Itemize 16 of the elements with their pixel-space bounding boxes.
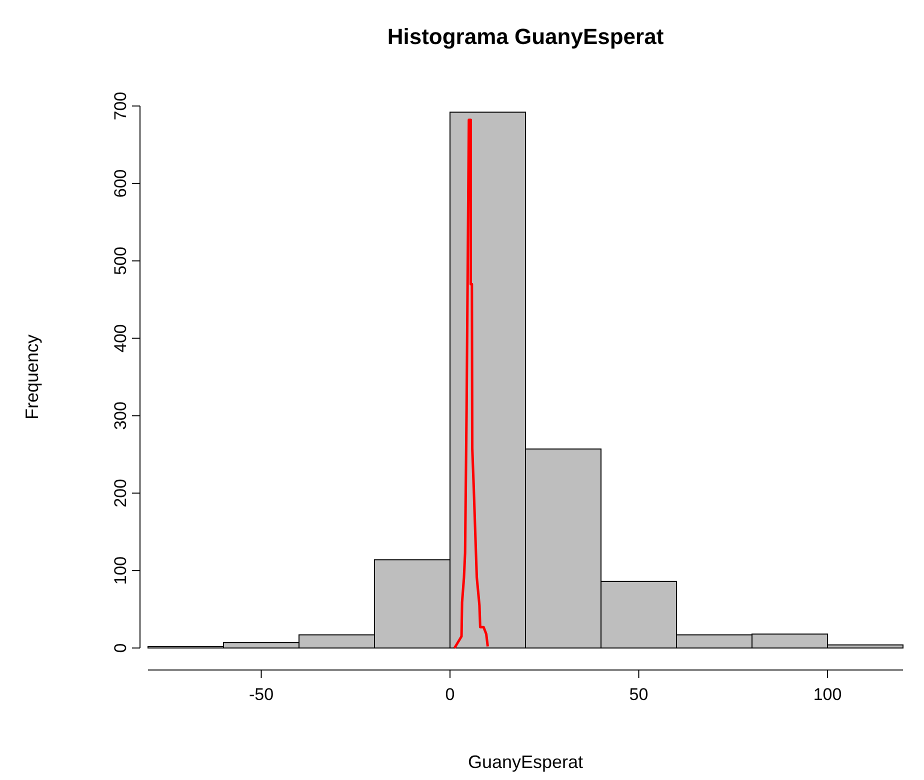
- x-tick-label: 50: [629, 685, 648, 704]
- y-tick-label: 0: [111, 643, 130, 653]
- y-tick-label: 100: [111, 556, 130, 585]
- y-axis-title: Frequency: [22, 334, 42, 420]
- x-axis-title: GuanyEsperat: [468, 752, 584, 772]
- y-tick-label: 200: [111, 478, 130, 508]
- y-tick-label: 500: [111, 246, 130, 276]
- x-tick-label: 0: [445, 685, 455, 704]
- y-tick-label: 600: [111, 169, 130, 198]
- y-tick-label: 400: [111, 324, 130, 352]
- line-series: [453, 118, 489, 650]
- chart-title: Histograma GuanyEsperat: [387, 24, 664, 49]
- y-tick-label: 700: [111, 92, 130, 120]
- x-tick-label: 100: [813, 685, 842, 704]
- y-tick-label: 300: [111, 402, 130, 430]
- x-tick-label: -50: [248, 685, 274, 704]
